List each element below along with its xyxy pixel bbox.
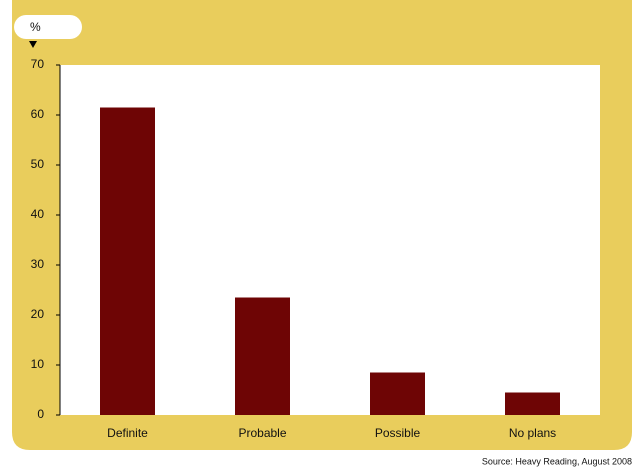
y-tick-label: 70: [31, 57, 45, 71]
unit-pointer: [29, 41, 37, 48]
bar: [100, 107, 155, 415]
bar: [505, 392, 560, 415]
x-tick-label: Possible: [375, 426, 421, 440]
y-tick-label: 10: [31, 357, 45, 371]
y-axis-label: %: [30, 20, 41, 34]
y-tick-label: 40: [31, 207, 45, 221]
y-tick-label: 20: [31, 307, 45, 321]
y-tick-label: 50: [31, 157, 45, 171]
bar: [370, 372, 425, 415]
source-note: Source: Heavy Reading, August 2008: [482, 456, 632, 466]
y-tick-label: 60: [31, 107, 45, 121]
y-tick-label: 30: [31, 257, 45, 271]
bar: [235, 297, 290, 415]
y-tick-label: 0: [37, 407, 44, 421]
x-tick-label: No plans: [509, 426, 556, 440]
x-tick-label: Definite: [107, 426, 148, 440]
unit-tab: [14, 15, 82, 39]
x-tick-label: Probable: [238, 426, 286, 440]
